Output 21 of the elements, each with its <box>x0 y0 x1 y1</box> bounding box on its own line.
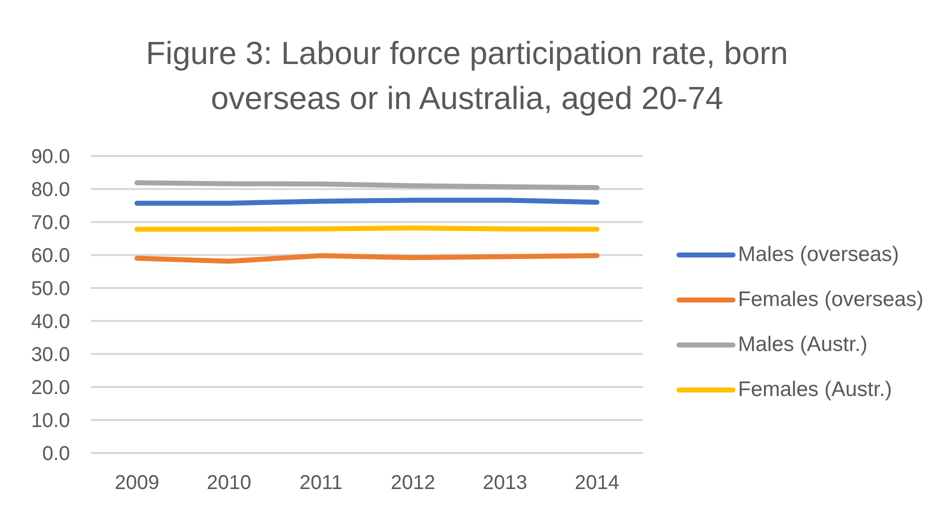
y-tick-label: 70.0 <box>31 212 70 234</box>
x-tick-label: 2009 <box>114 472 160 494</box>
chart-title: Figure 3: Labour force participation rate, born overseas or in Australia, aged 20-74 <box>146 35 788 116</box>
y-tick-label: 30.0 <box>31 344 70 366</box>
x-tick-label: 2014 <box>574 472 620 494</box>
legend-label: Males (Austr.) <box>738 332 868 356</box>
x-tick-label: 2013 <box>482 472 528 494</box>
y-tick-label: 20.0 <box>31 377 70 400</box>
y-tick-label: 10.0 <box>31 410 70 432</box>
y-tick-label: 60.0 <box>31 245 70 268</box>
y-tick-label: 90.0 <box>31 146 70 168</box>
legend-label: Males (overseas) <box>738 242 900 266</box>
x-tick-label: 2012 <box>390 472 436 494</box>
legend-label: Females (overseas) <box>738 288 924 312</box>
x-tick-label: 2010 <box>206 472 252 494</box>
y-tick-label: 80.0 <box>31 179 70 202</box>
x-tick-label: 2011 <box>299 472 343 494</box>
y-tick-label: 0.0 <box>42 443 70 466</box>
y-tick-label: 40.0 <box>31 311 70 334</box>
y-tick-label: 50.0 <box>31 278 70 300</box>
legend-label: Females (Austr.) <box>738 378 892 402</box>
